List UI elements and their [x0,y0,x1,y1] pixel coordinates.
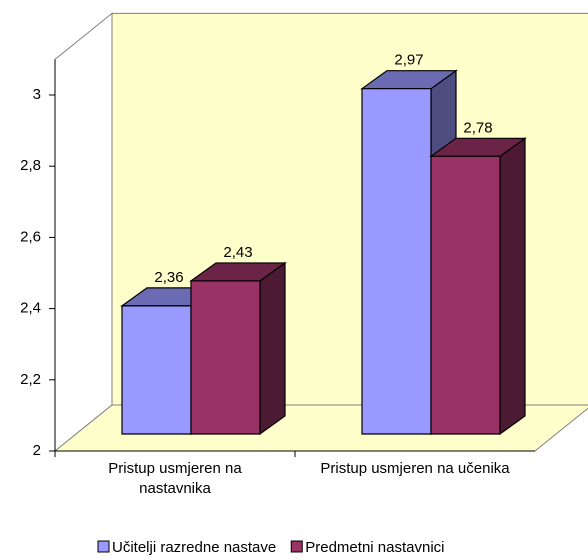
y-tick-label: 2,2 [20,371,41,388]
legend-label: Predmetni nastavnici [305,539,444,556]
legend-swatch [290,540,303,553]
y-tick-label: 2,6 [20,228,41,245]
bar-side [259,261,286,436]
y-tick-label: 2,4 [20,300,41,317]
value-label: 2,97 [394,52,423,69]
bar-front [430,155,501,435]
bar-side [499,137,526,436]
legend-swatch [97,540,110,553]
bar [429,137,527,436]
side-wall [54,12,113,453]
value-label: 2,43 [223,244,252,261]
y-tick-label: 3 [33,86,41,103]
bar-front [190,280,261,435]
y-tick-label: 2,8 [20,157,41,174]
value-label: 2,78 [463,119,492,136]
x-tick-label: Pristup usmjeren na nastavnika [108,460,242,497]
bar [189,261,287,436]
x-tick-label: Pristup usmjeren na učenika [320,460,510,477]
bar-front [361,88,432,435]
legend-label: Učitelji razredne nastave [112,539,276,556]
value-label: 2,36 [154,269,183,286]
bar-front [121,305,192,435]
y-tick-label: 2 [33,442,41,459]
